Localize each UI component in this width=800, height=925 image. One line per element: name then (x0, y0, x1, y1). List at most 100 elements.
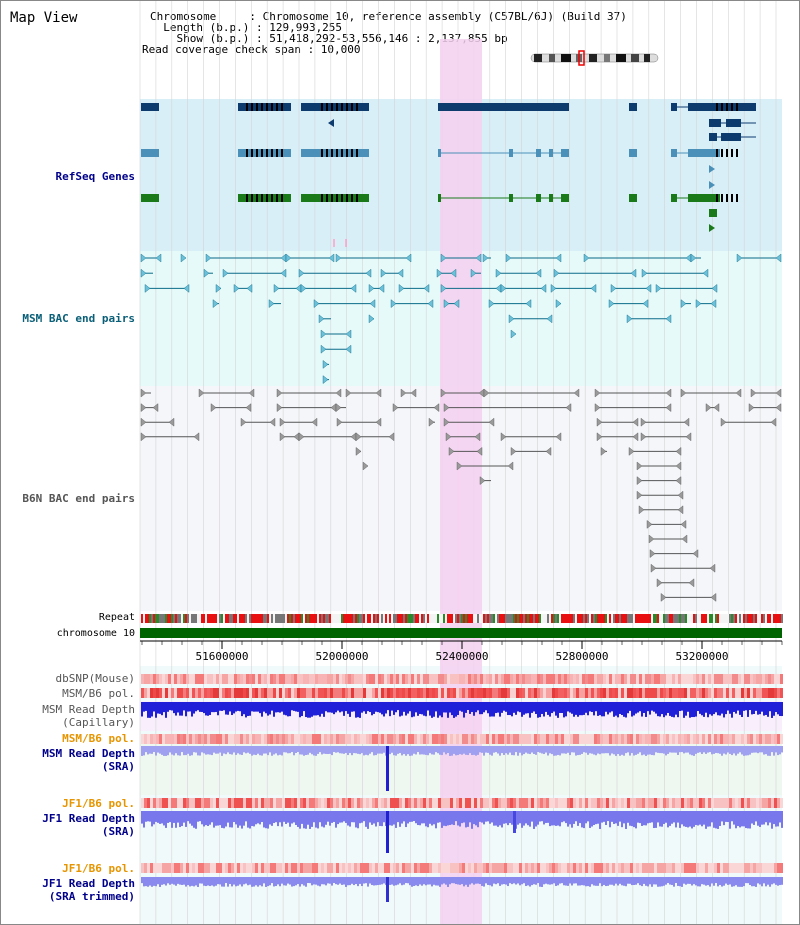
refseq-genes[interactable] (141, 103, 756, 232)
repeat-block (763, 614, 765, 623)
heat-cell (321, 688, 324, 698)
repeat-block (519, 614, 521, 623)
depth-bar (491, 811, 493, 823)
repeat-block (551, 614, 553, 623)
depth-bar (289, 746, 291, 754)
heat-cell (456, 863, 459, 873)
repeat-block (713, 614, 715, 623)
depth-bar (399, 877, 401, 884)
exon-tick (271, 194, 273, 202)
depth-bar (423, 746, 425, 755)
heat-cell (315, 674, 318, 684)
track-label-msm-bac[interactable]: MSM BAC end pairs (22, 312, 135, 325)
depth-bar (205, 702, 207, 716)
depth-bar (217, 877, 219, 885)
heat-cell (234, 863, 237, 873)
repeat-block (683, 614, 685, 623)
depth-bar (221, 877, 223, 887)
depth-bar (329, 811, 331, 826)
repeat-block (621, 614, 623, 623)
heat-cell (426, 688, 429, 698)
depth-bar (165, 746, 167, 756)
bac-end-arrow (183, 283, 190, 293)
depth-bar (685, 877, 687, 885)
depth-bar (279, 877, 281, 887)
heat-cell (291, 674, 294, 684)
depth-bar (353, 746, 355, 754)
repeat-block (377, 614, 379, 623)
depth-bar (775, 746, 777, 753)
repeat-block (415, 614, 417, 623)
depth-bar (551, 877, 553, 885)
depth-bar (325, 746, 327, 754)
bac-end-arrow (428, 417, 435, 427)
depth-bar (191, 746, 193, 756)
depth-bar (657, 877, 659, 887)
depth-bar (771, 746, 773, 753)
depth-bar (641, 746, 643, 756)
depth-bar (653, 811, 655, 829)
repeat-block (529, 614, 531, 623)
depth-bar (735, 877, 737, 886)
repeat-block (575, 614, 577, 623)
depth-bar (169, 702, 171, 711)
track-label-refseq[interactable]: RefSeq Genes (55, 170, 135, 183)
depth-bar (209, 811, 211, 825)
depth-bar (257, 746, 259, 754)
repeat-block (171, 614, 173, 623)
heat-cell (165, 734, 168, 744)
depth-bar (755, 877, 757, 887)
depth-bar (743, 746, 745, 756)
heat-cell (435, 734, 438, 744)
depth-bar (239, 811, 241, 826)
heat-cell (186, 798, 189, 808)
heat-cell (645, 798, 648, 808)
depth-bar (375, 702, 377, 712)
repeat-block (281, 614, 283, 623)
heat-cell (201, 688, 204, 698)
heat-cell (354, 674, 357, 684)
bac-end-arrow (709, 563, 716, 573)
track-label-chromosome: chromosome 10 (56, 628, 135, 639)
msm-bac-pairs[interactable] (140, 253, 782, 385)
depth-bar (599, 702, 601, 716)
heat-cell (705, 798, 708, 808)
depth-bar (699, 702, 701, 714)
track-label-msm-b6-pol-1: MSM/B6 pol. (62, 687, 135, 700)
repeat-block (579, 614, 581, 623)
depth-bar (567, 702, 569, 712)
heat-cell (684, 863, 687, 873)
heat-cell (708, 734, 711, 744)
track-label-jf1-trim-1: JF1 Read Depth (42, 877, 135, 890)
depth-bar (411, 702, 413, 718)
depth-bar (657, 746, 659, 753)
b6n-bac-pairs[interactable] (140, 388, 782, 602)
heat-cell (393, 734, 396, 744)
heat-cell (393, 863, 396, 873)
bac-end-arrow (590, 283, 597, 293)
gene-exon (536, 194, 541, 202)
depth-bar (245, 877, 247, 884)
depth-bar (365, 811, 367, 827)
track-label-b6n-bac[interactable]: B6N BAC end pairs (22, 492, 135, 505)
depth-bar (293, 877, 295, 887)
depth-bar (543, 877, 545, 885)
depth-bar (675, 811, 677, 828)
heat-cell (543, 688, 546, 698)
depth-bar (713, 811, 715, 828)
heat-cell (618, 688, 621, 698)
position-axis: 51600000 52000000 52400000 52800000 53200000 (140, 640, 783, 663)
repeat-block (237, 614, 239, 623)
exon-tick (721, 149, 723, 157)
heat-cell (315, 798, 318, 808)
depth-bar (243, 811, 245, 826)
heat-cell (540, 674, 543, 684)
heat-cell (420, 674, 423, 684)
depth-bar (471, 877, 473, 884)
heat-cell (765, 863, 768, 873)
chromosome-ideogram[interactable] (530, 50, 659, 66)
depth-bar (577, 877, 579, 886)
heat-cell (279, 688, 282, 698)
heat-cell (648, 798, 651, 808)
